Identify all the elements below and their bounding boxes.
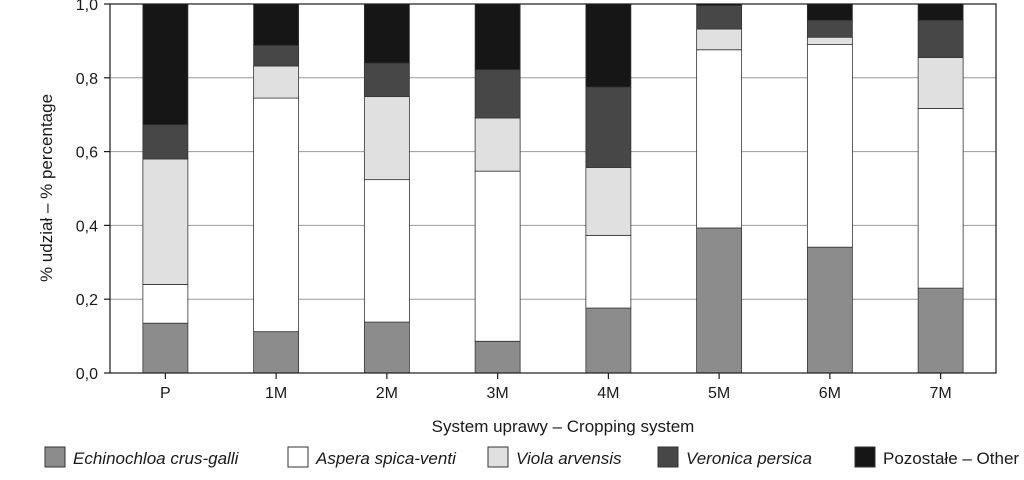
bar-segment: [917, 19, 964, 58]
y-tick-label: 0,8: [76, 71, 98, 88]
bar-segment: [363, 179, 410, 323]
legend-swatch: [657, 446, 679, 468]
bar-segment: [585, 3, 632, 88]
legend-swatch: [487, 446, 509, 468]
bar-stack: [585, 3, 632, 374]
bar-segment: [474, 340, 521, 374]
x-tick-label: 5M: [708, 385, 730, 402]
gridlines: [110, 77, 996, 300]
bar-segment: [696, 227, 743, 374]
legend-item: Veronica persica: [657, 446, 812, 468]
bar-segment: [363, 96, 410, 181]
legend: Echinochloa crus-galli Aspera spica-venti…: [44, 446, 1019, 468]
legend-swatch: [854, 446, 876, 468]
y-axis-label: % udział – % percentage: [37, 94, 56, 282]
legend-label: Viola arvensis: [516, 449, 622, 468]
bar-segment: [142, 284, 189, 324]
bar-stack: [142, 3, 189, 374]
bar-stack: [696, 3, 743, 374]
bar-segment: [917, 57, 964, 109]
bar-segment: [474, 117, 521, 172]
bar-segment: [806, 3, 853, 21]
bar-segment: [363, 62, 410, 98]
bar-segment: [474, 69, 521, 119]
bar-segment: [696, 49, 743, 229]
y-tick-label: 0,4: [76, 218, 98, 235]
bar-segment: [585, 234, 632, 309]
bar-segment: [585, 167, 632, 236]
bar-segment: [142, 3, 189, 126]
bar-segment: [363, 321, 410, 374]
bar-segment: [253, 331, 300, 374]
bar-segment: [806, 36, 853, 45]
x-tick-label: 7M: [930, 385, 952, 402]
y-tick-label: 0,2: [76, 292, 98, 309]
bar-segment: [806, 44, 853, 248]
legend-item: Viola arvensis: [487, 446, 622, 468]
bar-segment: [917, 3, 964, 21]
bar-segment: [806, 246, 853, 374]
y-tick-label: 0,0: [76, 366, 98, 383]
bar-segment: [253, 3, 300, 46]
x-tick-label: P: [160, 385, 171, 402]
bar-segment: [363, 3, 410, 64]
bar-segment: [142, 124, 189, 160]
bar-segment: [917, 287, 964, 374]
y-tick-label: 1,0: [76, 0, 98, 14]
legend-swatch: [287, 446, 309, 468]
y-axis-ticks: 0,0 0,2 0,4 0,6 0,8 1,0: [76, 0, 110, 383]
bar-segment: [253, 97, 300, 333]
bars: [142, 3, 964, 374]
plot-frame: [109, 3, 997, 374]
bar-segment: [917, 108, 964, 289]
bar-segment: [696, 5, 743, 30]
x-tick-label: 2M: [376, 385, 398, 402]
x-tick-label: 3M: [487, 385, 509, 402]
bar-segment: [696, 28, 743, 51]
bar-segment: [142, 322, 189, 374]
legend-item: Pozostałe – Other: [854, 446, 1019, 468]
x-axis-label: System uprawy – Cropping system: [432, 417, 695, 436]
x-tick-label: 1M: [265, 385, 287, 402]
bar-segment: [585, 307, 632, 374]
bar-segment: [142, 158, 189, 285]
bar-stack: [917, 3, 964, 374]
bar-stack: [253, 3, 300, 374]
legend-item: Aspera spica-venti: [287, 446, 457, 468]
legend-label: Aspera spica-venti: [315, 449, 457, 468]
y-tick-label: 0,6: [76, 145, 98, 162]
bar-segment: [806, 19, 853, 38]
x-tick-label: 4M: [597, 385, 619, 402]
bar-stack: [474, 3, 521, 374]
bar-stack: [806, 3, 853, 374]
legend-swatch: [44, 446, 66, 468]
bar-stack: [363, 3, 410, 374]
legend-label: Echinochloa crus-galli: [73, 449, 240, 468]
bar-segment: [474, 170, 521, 342]
legend-label: Pozostałe – Other: [883, 449, 1019, 468]
legend-label: Veronica persica: [686, 449, 812, 468]
x-axis-ticks: P 1M 2M 3M 4M 5M 6M 7M: [160, 373, 952, 402]
x-tick-label: 6M: [819, 385, 841, 402]
bar-segment: [253, 65, 300, 99]
bar-segment: [253, 44, 300, 67]
bar-segment: [474, 3, 521, 71]
bar-segment: [585, 86, 632, 168]
legend-item: Echinochloa crus-galli: [44, 446, 240, 468]
